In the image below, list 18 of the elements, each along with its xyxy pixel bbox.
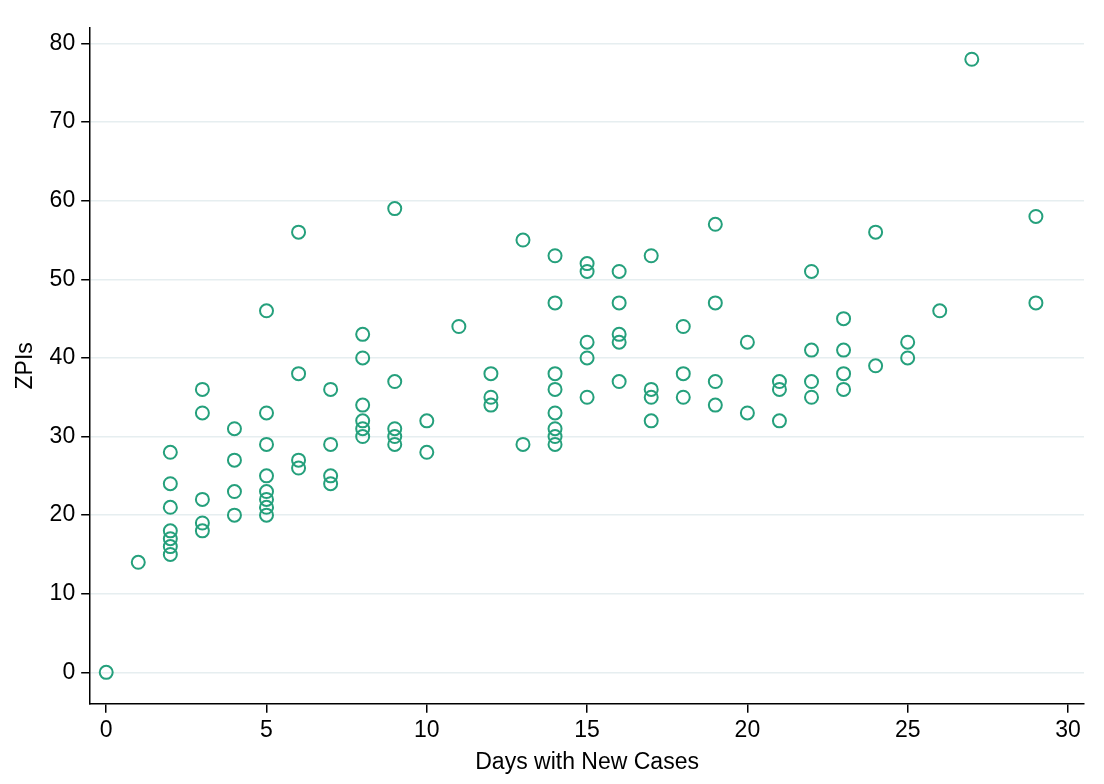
x-tick-label: 25 xyxy=(894,715,921,742)
x-tick-label: 5 xyxy=(260,715,273,742)
y-tick-label: 50 xyxy=(49,264,76,291)
y-tick-label: 40 xyxy=(49,343,76,370)
x-tick-label: 15 xyxy=(574,715,600,742)
y-tick-label: 80 xyxy=(49,28,76,55)
y-tick-label: 30 xyxy=(49,421,76,448)
y-tick-label: 20 xyxy=(49,500,76,527)
y-tick-label: 0 xyxy=(62,657,76,684)
x-axis-title: Days with New Cases xyxy=(475,747,699,774)
x-tick-label: 10 xyxy=(414,715,440,742)
x-tick-label: 0 xyxy=(99,715,113,742)
y-axis-title: ZPIs xyxy=(11,342,38,390)
y-tick-label: 70 xyxy=(49,107,76,134)
y-tick-label: 10 xyxy=(49,579,76,606)
y-tick-label: 60 xyxy=(49,186,76,213)
x-tick-label: 30 xyxy=(1055,715,1081,742)
x-tick-label: 20 xyxy=(734,715,761,742)
